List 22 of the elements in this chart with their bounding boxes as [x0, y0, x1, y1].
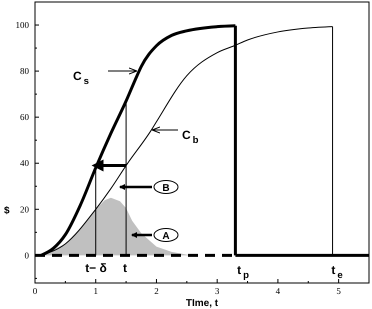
annotation: C$_{s}$ — [73, 69, 90, 86]
x-tick-label: 5 — [336, 286, 342, 296]
annotation: t− δ — [85, 261, 107, 275]
annotation: t$_{p}$ — [237, 263, 250, 280]
y-tick-label: 0 — [24, 250, 30, 260]
x-tick-label: 3 — [214, 286, 220, 296]
x-tick-label: 0 — [32, 286, 38, 296]
x-tick-label: 4 — [276, 286, 281, 296]
y-tick-label: 100 — [16, 20, 30, 30]
annotation: t — [123, 261, 127, 275]
annotation: C$_{b}$ — [182, 128, 199, 146]
y-tick-label: 60 — [20, 112, 30, 122]
annotation: A — [162, 231, 170, 242]
annotation: t$_{e}$ — [331, 263, 343, 280]
x-axis-title: TIme, t — [186, 298, 219, 309]
y-tick-label: 20 — [20, 204, 30, 214]
y-tick-label: 80 — [20, 66, 30, 76]
y-tick-label: 40 — [20, 158, 30, 168]
y-axis-title: $ — [4, 205, 10, 216]
x-tick-label: 1 — [93, 286, 98, 296]
annotation: B — [162, 183, 170, 194]
x-tick-label: 2 — [154, 286, 159, 296]
